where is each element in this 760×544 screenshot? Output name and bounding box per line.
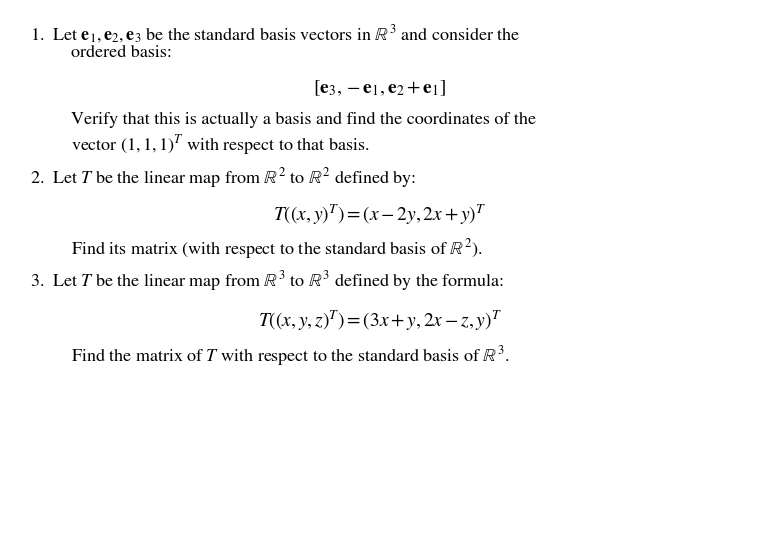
Text: 3.  Let $T$ be the linear map from $\mathbb{R}^3$ to $\mathbb{R}^3$ defined by t: 3. Let $T$ be the linear map from $\math… xyxy=(30,269,505,293)
Text: $[\mathbf{e}_3, -\mathbf{e}_1, \mathbf{e}_2 + \mathbf{e}_1]$: $[\mathbf{e}_3, -\mathbf{e}_1, \mathbf{e… xyxy=(313,79,447,98)
Text: Find the matrix of $T$ with respect to the standard basis of $\mathbb{R}^3$.: Find the matrix of $T$ with respect to t… xyxy=(71,344,509,368)
Text: ordered basis:: ordered basis: xyxy=(71,45,172,60)
Text: $T((x, y)^T) = (x - 2y, 2x + y)^T$: $T((x, y)^T) = (x - 2y, 2x + y)^T$ xyxy=(274,203,486,227)
Text: Verify that this is actually a basis and find the coordinates of the: Verify that this is actually a basis and… xyxy=(71,112,536,127)
Text: 2.  Let $T$ be the linear map from $\mathbb{R}^2$ to $\mathbb{R}^2$ defined by:: 2. Let $T$ be the linear map from $\math… xyxy=(30,166,416,190)
Text: Find its matrix (with respect to the standard basis of $\mathbb{R}^2$).: Find its matrix (with respect to the sta… xyxy=(71,237,483,261)
Text: 1.  Let $\mathbf{e}_1, \mathbf{e}_2, \mathbf{e}_3$ be the standard basis vectors: 1. Let $\mathbf{e}_1, \mathbf{e}_2, \mat… xyxy=(30,23,521,45)
Text: vector $(1, 1, 1)^T$ with respect to that basis.: vector $(1, 1, 1)^T$ with respect to tha… xyxy=(71,133,369,157)
Text: $T((x, y, z)^T) = (3x + y, 2x - z, y)^T$: $T((x, y, z)^T) = (3x + y, 2x - z, y)^T$ xyxy=(258,309,502,333)
